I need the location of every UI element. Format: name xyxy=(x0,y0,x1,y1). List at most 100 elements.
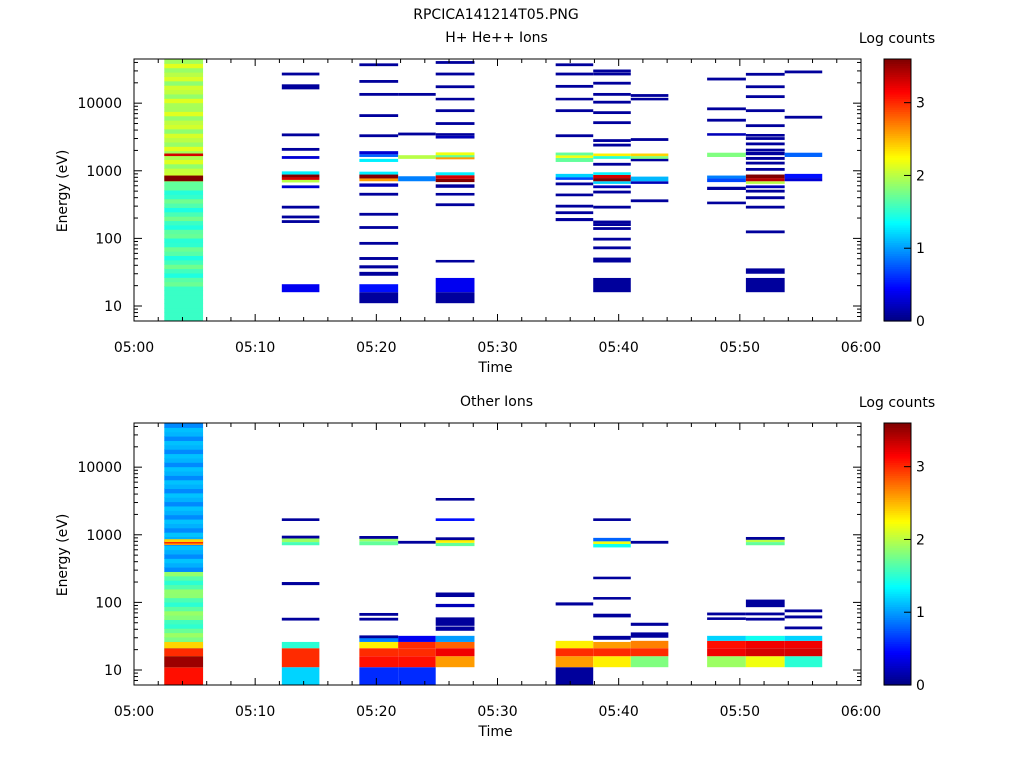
cell-col0-bg19 xyxy=(164,597,204,603)
cell-col0-bg23 xyxy=(164,216,204,222)
colorbar-swatch xyxy=(884,240,911,243)
colorbar-swatch xyxy=(884,113,911,117)
colorbar-swatch xyxy=(884,667,911,671)
x-tick-label: 06:00 xyxy=(841,704,881,720)
colorbar-swatch xyxy=(884,466,911,470)
colorbar-swatch xyxy=(884,512,911,516)
colorbar-swatch xyxy=(884,69,911,73)
colorbar-swatch xyxy=(884,663,911,666)
cell-col0-bg51 xyxy=(164,93,204,99)
colorbar-swatch xyxy=(884,85,911,88)
cell-col6-band4 xyxy=(593,613,631,618)
cell-col0-bg33 xyxy=(164,172,204,178)
cell-col6-band16 xyxy=(593,153,631,157)
cell-col0-bg10 xyxy=(164,636,204,642)
colorbar-swatch xyxy=(884,497,911,501)
cell-col5-band0 xyxy=(555,667,594,685)
colorbar-swatch xyxy=(884,192,911,195)
cell-col0-bg38 xyxy=(164,150,204,156)
cell-col3-band2 xyxy=(398,132,436,136)
cell-col2-band7 xyxy=(359,212,399,216)
cell-col0-bg45 xyxy=(164,120,204,125)
colorbar-swatch xyxy=(884,547,911,551)
cell-col8-band6 xyxy=(707,118,746,122)
heatmap-data xyxy=(164,423,823,686)
cell-col0-band3 xyxy=(164,641,204,649)
cell-col2-band1 xyxy=(359,656,399,668)
cell-col7-band1 xyxy=(630,648,669,657)
y-tick-label: 10000 xyxy=(77,96,122,112)
cell-col0-bg35 xyxy=(164,163,204,169)
colorbar-swatch xyxy=(884,433,911,437)
colorbar-swatch xyxy=(884,495,911,498)
colorbar-swatch xyxy=(884,569,911,573)
cell-col0-bg12 xyxy=(164,264,204,270)
cell-col7-band5 xyxy=(630,540,669,544)
cell-col0-bg3 xyxy=(164,303,204,309)
cell-col6-band10 xyxy=(593,181,631,184)
cell-col10-band0 xyxy=(784,178,823,182)
cell-col0-bg25 xyxy=(164,571,204,577)
colorbar-swatch xyxy=(884,425,911,428)
colorbar-swatch xyxy=(884,656,911,660)
cell-col0-bg18 xyxy=(164,602,204,607)
cell-col5-band11 xyxy=(555,109,594,113)
cell-col1-band5 xyxy=(281,542,320,546)
x-axis-label: Time xyxy=(477,724,512,740)
cell-col5-band12 xyxy=(555,97,594,101)
cell-col5-band5 xyxy=(555,177,594,180)
colorbar-swatch xyxy=(884,529,911,533)
colorbar-swatch xyxy=(884,220,911,224)
colorbar-swatch xyxy=(884,588,911,592)
colorbar-swatch xyxy=(884,580,911,583)
colorbar-swatch xyxy=(884,617,911,621)
cell-col1-band6 xyxy=(281,537,320,543)
x-tick-label: 05:50 xyxy=(720,340,760,356)
cell-col3-band2 xyxy=(398,648,436,657)
colorbar-swatch xyxy=(884,615,911,618)
cell-col0-bg36 xyxy=(164,523,204,529)
colorbar-swatch xyxy=(884,76,911,80)
colorbar-swatch xyxy=(884,671,911,675)
colorbar-swatch xyxy=(884,503,911,507)
cell-col2-band15 xyxy=(359,151,399,155)
colorbar-swatch xyxy=(884,599,911,603)
colorbar-swatch xyxy=(884,231,911,235)
cell-col8-band5 xyxy=(707,612,746,616)
cell-col0-bg41 xyxy=(164,501,204,507)
cell-col0-bg30 xyxy=(164,185,204,191)
colorbar-swatch xyxy=(884,131,911,134)
y-tick-label: 10 xyxy=(104,299,122,315)
cell-col0-bg53 xyxy=(164,85,204,91)
colorbar-swatch xyxy=(884,593,911,597)
colorbar-swatch xyxy=(884,165,911,169)
y-tick-label: 10000 xyxy=(77,460,122,476)
colorbar-swatch xyxy=(884,312,911,316)
cell-col0-bg24 xyxy=(164,575,204,581)
cell-col0-bg52 xyxy=(164,89,204,95)
cell-col6-band1 xyxy=(593,648,631,657)
colorbar-swatch xyxy=(884,83,911,86)
colorbar-swatch xyxy=(884,196,911,200)
colorbar-swatch xyxy=(884,457,911,461)
cell-col0-bg17 xyxy=(164,606,204,612)
cell-col2-band19 xyxy=(359,80,399,83)
colorbar-swatch xyxy=(884,100,911,104)
colorbar-swatch xyxy=(884,96,911,99)
colorbar-swatch xyxy=(884,117,911,121)
cell-col0-bg49 xyxy=(164,102,204,108)
cell-col0-bg10 xyxy=(164,272,204,278)
colorbar-swatch xyxy=(884,549,911,553)
colorbar-swatch xyxy=(884,678,911,682)
cell-col7-band3 xyxy=(630,632,669,638)
colorbar-frame xyxy=(883,58,912,322)
cell-col6-band0 xyxy=(593,277,631,293)
colorbar-swatch xyxy=(884,451,911,455)
x-tick-label: 05:10 xyxy=(235,704,275,720)
colorbar-swatch xyxy=(884,462,911,466)
colorbar-swatch xyxy=(884,133,911,137)
cell-col0-bg59 xyxy=(164,59,204,64)
cell-col9-band2 xyxy=(745,640,785,649)
cell-col0-bg41 xyxy=(164,137,204,143)
colorbar-swatch xyxy=(884,146,911,150)
